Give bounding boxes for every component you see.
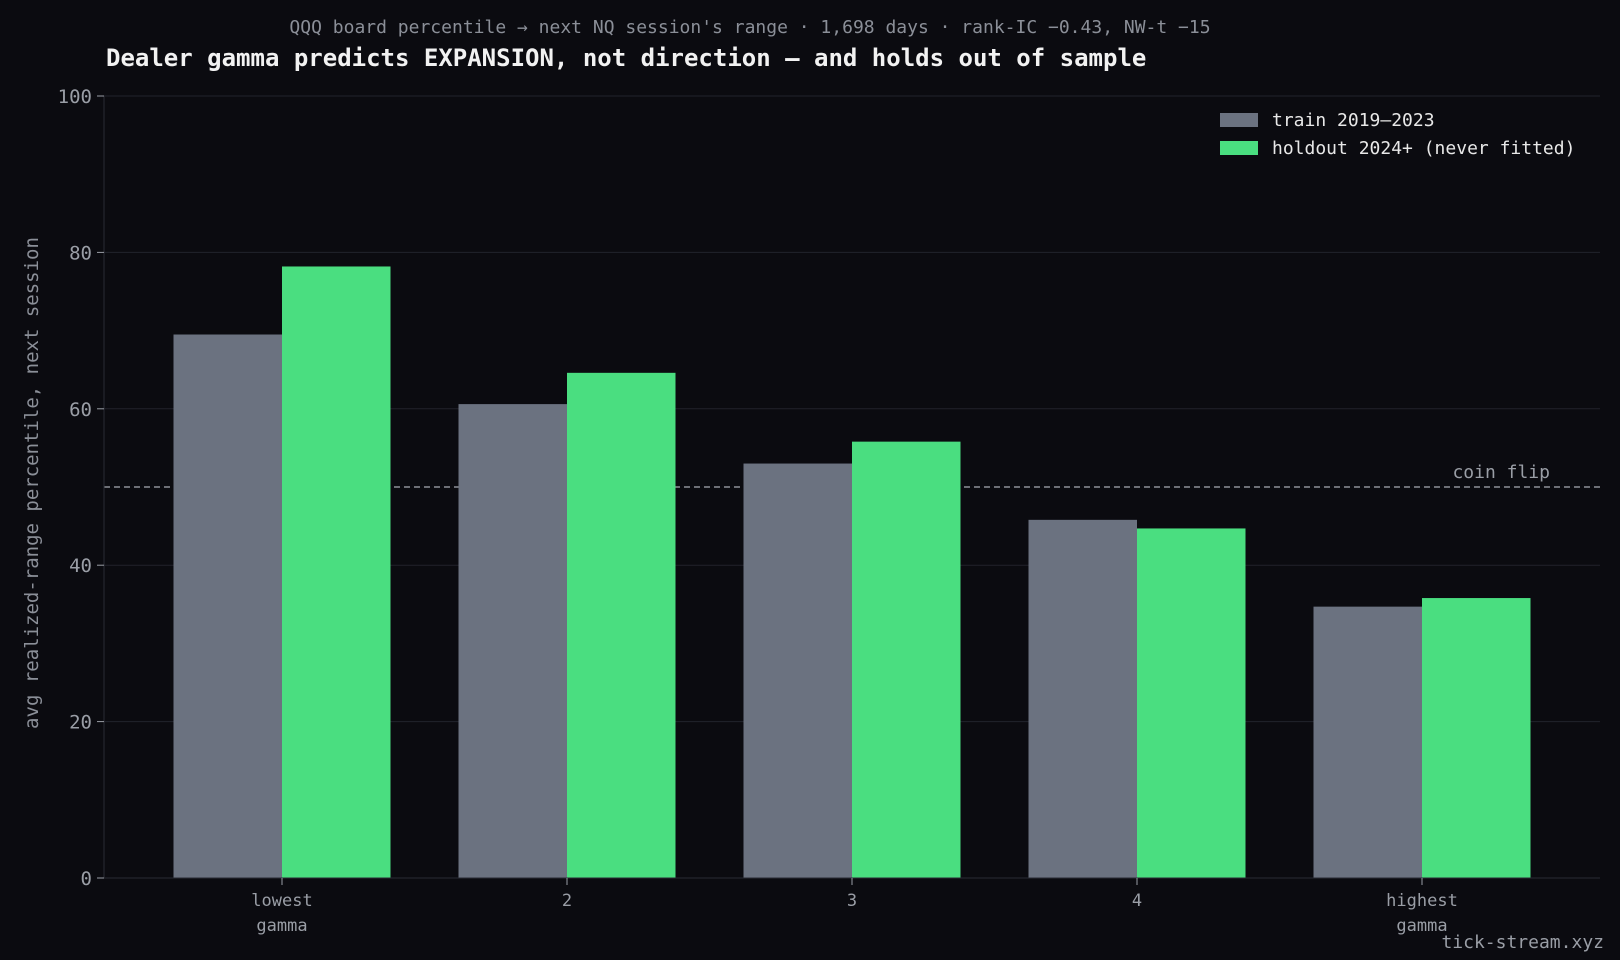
bar-series1-cat0 (282, 266, 391, 878)
chart-title: Dealer gamma predicts EXPANSION, not dir… (106, 44, 1146, 72)
y-tick-label-4: 80 (69, 242, 92, 264)
x-tick-label-1-0: 2 (562, 891, 572, 911)
y-axis-label: avg realized-range percentile, next sess… (21, 237, 43, 729)
y-tick-label-1: 20 (69, 712, 92, 734)
x-tick-label-0-1: gamma (256, 916, 307, 936)
legend-label-1: holdout 2024+ (never fitted) (1272, 138, 1575, 159)
bar-series0-cat3 (1028, 519, 1137, 878)
legend: train 2019–2023 holdout 2024+ (never fitt… (1220, 110, 1575, 159)
bar-series0-cat1 (458, 404, 567, 878)
bar-series1-cat1 (567, 372, 676, 878)
bar-series1-cat3 (1137, 528, 1246, 878)
watermark: tick-stream.xyz (1441, 932, 1604, 953)
reference-line-label: coin flip (1452, 462, 1550, 483)
chart-subtitle: QQQ board percentile → next NQ session's… (289, 17, 1210, 38)
bar-series1-cat2 (852, 441, 961, 878)
y-axis-ticks: 0 20 40 60 80 100 (58, 86, 104, 890)
x-tick-label-0-0: lowest (251, 891, 312, 911)
x-tick-label-2-0: 3 (847, 891, 857, 911)
y-tick-label-3: 60 (69, 399, 92, 421)
legend-label-0: train 2019–2023 (1272, 110, 1435, 131)
x-tick-label-3-0: 4 (1132, 891, 1142, 911)
x-tick-label-4-0: highest (1386, 891, 1458, 911)
x-axis-ticks: lowest gamma 2 3 4 highest gamma (251, 878, 1458, 936)
bar-series0-cat2 (743, 463, 852, 878)
bar-series0-cat0 (173, 334, 282, 878)
x-tick-label-4-1: gamma (1396, 916, 1447, 936)
y-tick-label-2: 40 (69, 555, 92, 577)
y-tick-label-0: 0 (81, 868, 92, 890)
legend-swatch-0 (1220, 113, 1258, 127)
bars (173, 266, 1531, 878)
bar-series0-cat4 (1313, 606, 1422, 878)
legend-swatch-1 (1220, 141, 1258, 155)
bar-series1-cat4 (1422, 598, 1531, 878)
reference-line-group: coin flip (104, 462, 1600, 488)
y-tick-label-5: 100 (58, 86, 92, 108)
